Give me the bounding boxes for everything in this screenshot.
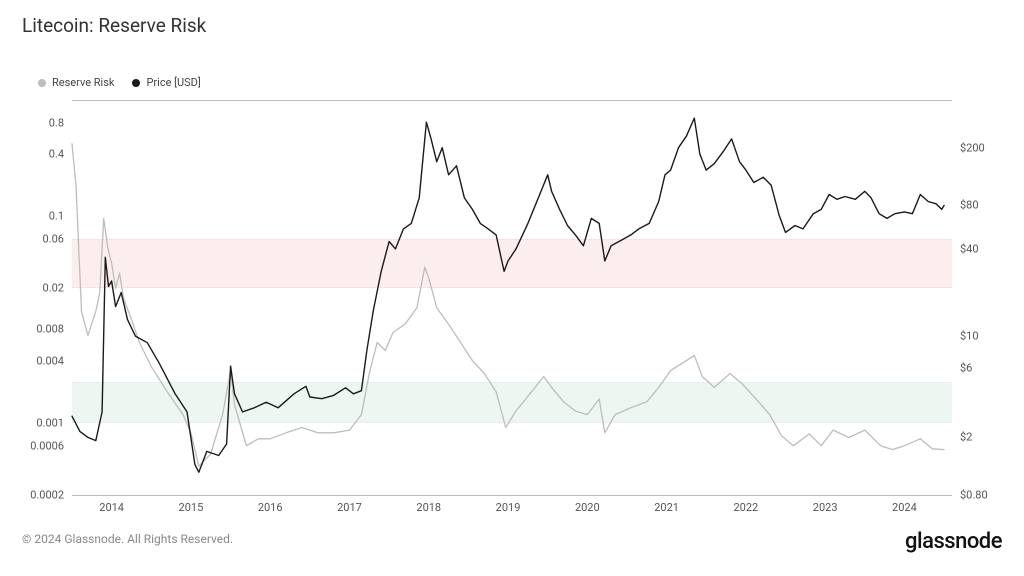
x-axis-tick: 2020: [575, 501, 600, 514]
y-axis-right-tick: $10: [960, 330, 979, 343]
y-axis-right-tick: $2: [960, 431, 972, 444]
y-axis-left-tick: 0.4: [49, 147, 64, 160]
legend-dot-icon: [38, 79, 46, 87]
y-axis-left-tick: 0.06: [43, 233, 64, 246]
series-line: [72, 118, 944, 472]
y-axis-left-tick: 0.001: [36, 416, 64, 429]
y-axis-right-tick: $80: [960, 199, 979, 212]
legend-label: Reserve Risk: [52, 76, 114, 89]
y-axis-left-tick: 0.008: [36, 323, 64, 336]
y-axis-left-tick: 0.1: [49, 210, 64, 223]
x-axis-tick: 2023: [813, 501, 838, 514]
y-axis-left-tick: 0.8: [49, 116, 64, 129]
x-axis-tick: 2018: [416, 501, 441, 514]
legend-label: Price [USD]: [146, 76, 200, 89]
chart-title: Litecoin: Reserve Risk: [22, 14, 206, 37]
chart-svg: [72, 101, 952, 495]
legend-item-price: Price [USD]: [132, 76, 200, 89]
brand-logo: glassnode: [905, 529, 1002, 554]
legend: Reserve Risk Price [USD]: [38, 76, 201, 89]
x-axis-tick: 2017: [337, 501, 362, 514]
x-axis-tick: 2016: [258, 501, 283, 514]
legend-item-reserve-risk: Reserve Risk: [38, 76, 114, 89]
y-axis-left-tick: 0.0002: [30, 489, 64, 502]
series-line: [72, 144, 944, 466]
x-axis-tick: 2015: [179, 501, 204, 514]
copyright-text: © 2024 Glassnode. All Rights Reserved.: [22, 532, 233, 546]
y-axis-right-tick: $40: [960, 242, 979, 255]
y-axis-right-tick: $200: [960, 141, 985, 154]
y-axis-left-tick: 0.02: [43, 282, 64, 295]
y-axis-right-tick: $0.80: [960, 489, 988, 502]
x-axis-tick: 2021: [654, 501, 679, 514]
x-axis-tick: 2024: [892, 501, 917, 514]
legend-dot-icon: [132, 79, 140, 87]
y-axis-right-tick: $6: [960, 362, 972, 375]
y-axis-left-tick: 0.004: [36, 354, 64, 367]
chart-plot-area: 0.00020.00060.0010.0040.0080.020.060.10.…: [72, 100, 952, 496]
x-axis-tick: 2022: [733, 501, 758, 514]
y-axis-left-tick: 0.0006: [30, 439, 64, 452]
x-axis-tick: 2014: [99, 501, 124, 514]
x-axis-tick: 2019: [496, 501, 521, 514]
